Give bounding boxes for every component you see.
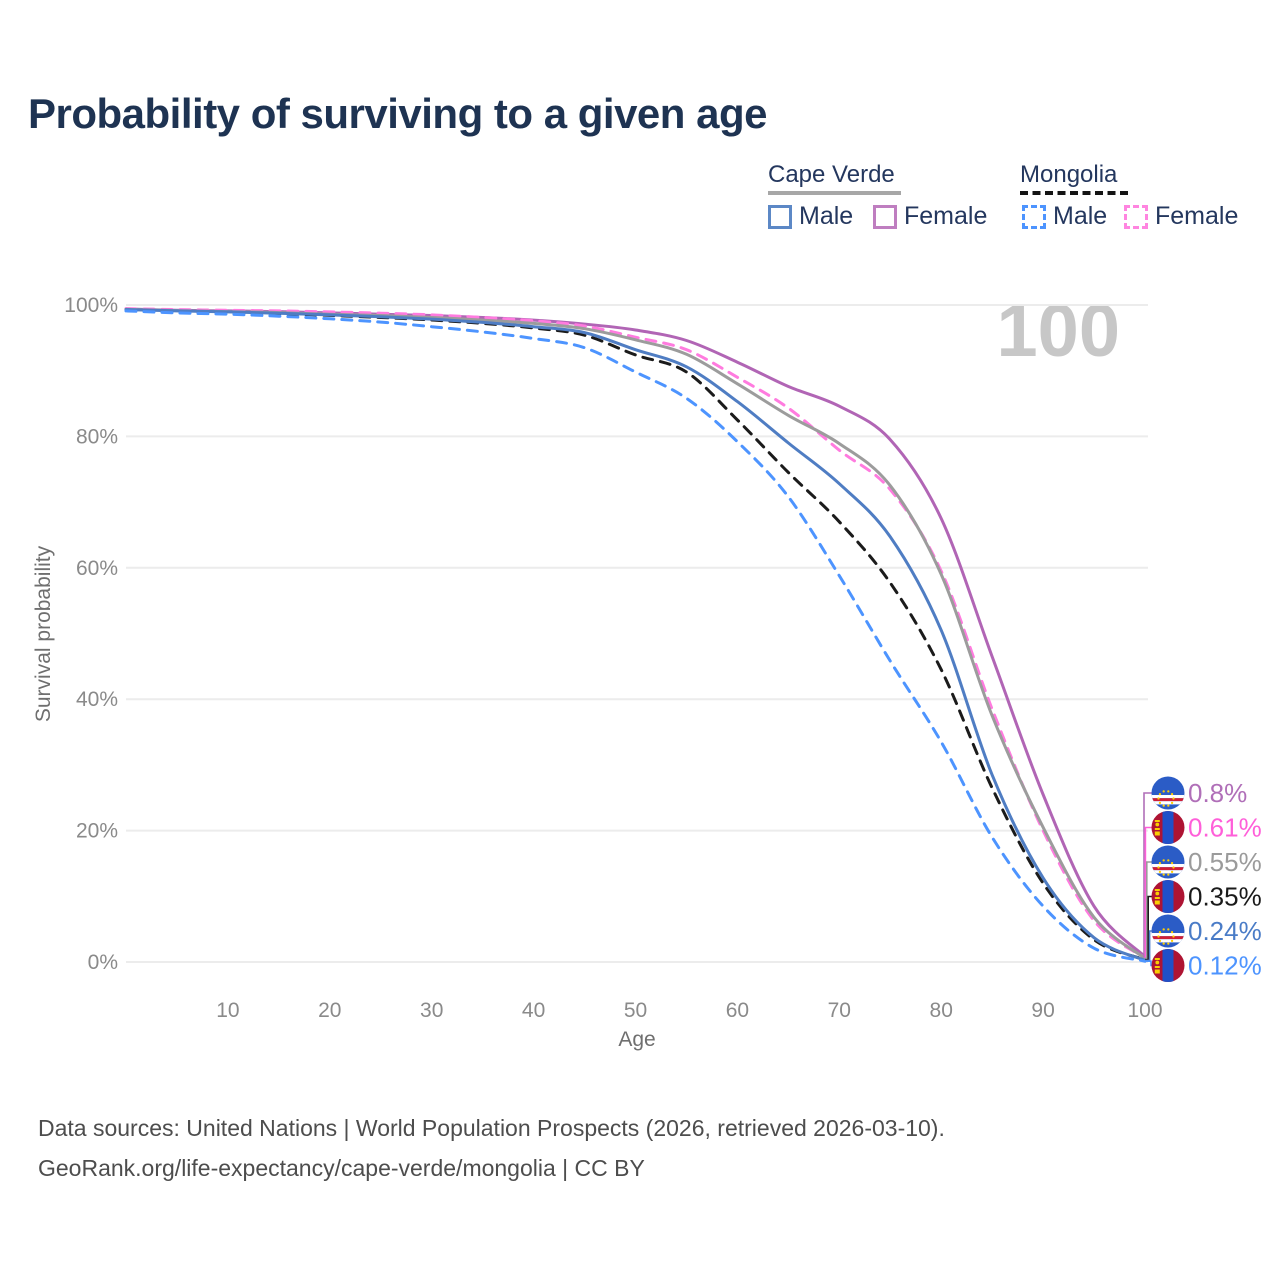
end-label-cape-verde-male: 0.24% [1188, 916, 1262, 946]
page-title: Probability of surviving to a given age [28, 90, 767, 137]
legend-checkbox-cape-verde-male[interactable] [768, 205, 792, 229]
footer-data-sources: Data sources: United Nations | World Pop… [38, 1115, 945, 1141]
survival-curve-mongolia-both-sexes [124, 308, 1147, 962]
legend-checkbox-mongolia-male[interactable] [1022, 205, 1046, 229]
y-tick-label-40%: 40% [76, 688, 118, 711]
end-label-connector-mongolia-male [1145, 960, 1152, 967]
footer-attribution: GeoRank.org/life-expectancy/cape-verde/m… [38, 1155, 645, 1181]
legend-checkbox-cape-verde-female[interactable] [873, 205, 897, 229]
footer: Data sources: United Nations | World Pop… [38, 1108, 945, 1188]
cape-verde-flag-icon [1151, 776, 1185, 810]
cape-verde-line-style-sample [768, 191, 901, 195]
legend-country-cape-verde: Cape Verde [768, 161, 895, 188]
end-label-mongolia-both-sexes: 0.35% [1188, 882, 1262, 912]
y-tick-label-0%: 0% [88, 951, 118, 974]
x-tick-label-60: 60 [726, 999, 749, 1022]
x-tick-label-30: 30 [420, 999, 443, 1022]
legend-label-cape-verde-female[interactable]: Female [904, 202, 988, 230]
legend-checkbox-mongolia-female[interactable] [1124, 205, 1148, 229]
x-tick-label-100: 100 [1127, 999, 1162, 1022]
y-tick-label-100%: 100% [64, 294, 118, 317]
y-tick-label-80%: 80% [76, 425, 118, 448]
mongolia-line-style-sample [1020, 191, 1128, 195]
x-tick-label-20: 20 [318, 999, 341, 1022]
x-tick-label-40: 40 [522, 999, 545, 1022]
legend-label-mongolia-male[interactable]: Male [1053, 202, 1108, 230]
x-tick-label-80: 80 [930, 999, 953, 1022]
legend-country-mongolia: Mongolia [1020, 161, 1118, 188]
mongolia-flag-icon [1151, 811, 1185, 844]
mongolia-flag-icon [1151, 949, 1185, 982]
x-tick-label-10: 10 [216, 999, 239, 1022]
x-axis-title: Age [618, 1028, 656, 1051]
survival-curve-mongolia-male [124, 309, 1147, 963]
survival-curve-cape-verde-male [124, 308, 1147, 962]
x-tick-label-50: 50 [624, 999, 647, 1022]
x-tick-label-70: 70 [828, 999, 851, 1022]
mongolia-flag-icon [1151, 880, 1185, 913]
x-tick-label-90: 90 [1031, 999, 1054, 1022]
end-label-cape-verde-female: 0.8% [1188, 778, 1247, 808]
end-label-mongolia-male: 0.12% [1188, 951, 1262, 981]
end-label-cape-verde-both-sexes: 0.55% [1188, 847, 1262, 877]
end-label-connector-cape-verde-female [1143, 792, 1152, 958]
cape-verde-flag-icon [1151, 914, 1185, 948]
survival-curve-cape-verde-both-sexes [124, 307, 1147, 960]
survival-curve-mongolia-female [124, 307, 1147, 960]
y-tick-label-60%: 60% [76, 557, 118, 580]
end-label-connector-cape-verde-both-sexes [1145, 861, 1152, 960]
y-tick-label-20%: 20% [76, 820, 118, 843]
end-label-mongolia-female: 0.61% [1188, 813, 1262, 843]
survival-curve-cape-verde-female [124, 307, 1147, 959]
cape-verde-flag-icon [1151, 845, 1185, 879]
legend-label-mongolia-female[interactable]: Female [1155, 202, 1239, 230]
legend-label-cape-verde-male[interactable]: Male [799, 202, 854, 230]
